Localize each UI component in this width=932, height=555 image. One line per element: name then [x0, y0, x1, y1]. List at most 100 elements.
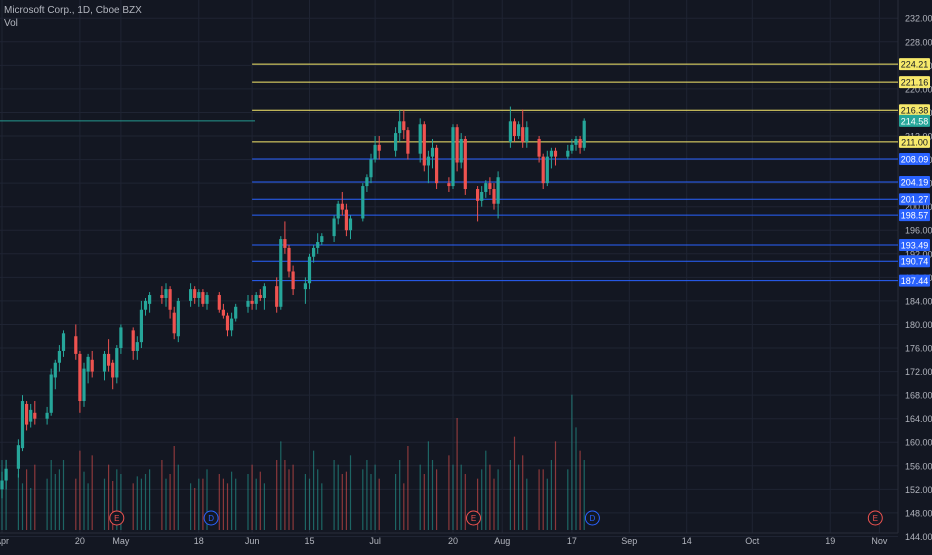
candle-body[interactable] — [447, 183, 451, 187]
candle-body[interactable] — [148, 295, 152, 304]
candle-body[interactable] — [406, 130, 410, 154]
dividend-event-marker[interactable] — [203, 510, 219, 526]
candle-body[interactable] — [307, 256, 312, 284]
candle-body[interactable] — [86, 356, 90, 372]
candle-body[interactable] — [422, 124, 426, 166]
candle-body[interactable] — [33, 412, 37, 419]
candle-body[interactable] — [365, 177, 369, 187]
candle-body[interactable] — [348, 218, 353, 231]
candle-body[interactable] — [435, 147, 439, 184]
candle-body[interactable] — [119, 327, 123, 349]
candle-body[interactable] — [49, 374, 53, 413]
candle-body[interactable] — [45, 412, 49, 419]
candle-body[interactable] — [168, 289, 172, 310]
candle-body[interactable] — [537, 138, 541, 157]
dividend-event-marker[interactable] — [584, 510, 600, 526]
candle-body[interactable] — [221, 309, 225, 316]
candle-body[interactable] — [230, 318, 234, 331]
candle-body[interactable] — [275, 286, 279, 307]
candle-body[interactable] — [217, 295, 221, 310]
candle-body[interactable] — [74, 336, 78, 354]
candle-body[interactable] — [361, 186, 365, 219]
candle-body[interactable] — [246, 300, 250, 307]
candle-body[interactable] — [455, 127, 459, 163]
candle-body[interactable] — [201, 292, 205, 304]
candle-body[interactable] — [570, 144, 574, 151]
candle-body[interactable] — [373, 144, 377, 160]
candle-body[interactable] — [250, 300, 254, 304]
candle-body[interactable] — [463, 138, 467, 190]
candle-body[interactable] — [283, 239, 287, 248]
candle-body[interactable] — [61, 333, 66, 351]
candle-body[interactable] — [484, 183, 488, 192]
candle-body[interactable] — [102, 353, 107, 372]
candle-body[interactable] — [189, 289, 193, 301]
candle-body[interactable] — [262, 286, 266, 298]
candle-body[interactable] — [512, 121, 517, 137]
candle-body[interactable] — [258, 295, 262, 298]
candle-body[interactable] — [430, 147, 435, 157]
candle-body[interactable] — [340, 203, 344, 210]
candle-body[interactable] — [492, 189, 496, 204]
candle-body[interactable] — [279, 239, 283, 307]
candle-body[interactable] — [394, 133, 398, 151]
candle-body[interactable] — [316, 242, 320, 248]
candle-body[interactable] — [53, 362, 57, 378]
candle-body[interactable] — [131, 330, 135, 351]
candle-body[interactable] — [521, 127, 525, 142]
candle-body[interactable] — [312, 247, 316, 257]
candle-body[interactable] — [480, 191, 484, 201]
candle-body[interactable] — [578, 138, 582, 148]
candle-body[interactable] — [418, 124, 422, 154]
candle-body[interactable] — [476, 189, 480, 201]
candle-body[interactable] — [139, 309, 143, 343]
candle-body[interactable] — [4, 468, 8, 481]
candle-body[interactable] — [303, 283, 307, 290]
candle-body[interactable] — [344, 209, 348, 231]
candle-body[interactable] — [332, 218, 336, 237]
candle-body[interactable] — [574, 138, 578, 145]
candle-body[interactable] — [566, 150, 570, 157]
candle-body[interactable] — [25, 403, 29, 425]
candle-body[interactable] — [508, 121, 512, 142]
candle-body[interactable] — [143, 300, 148, 310]
candle-body[interactable] — [459, 138, 463, 163]
candle-body[interactable] — [426, 156, 430, 166]
candle-body[interactable] — [234, 306, 238, 319]
candle-body[interactable] — [111, 362, 115, 378]
candle-body[interactable] — [225, 315, 230, 331]
candle-body[interactable] — [517, 124, 521, 137]
candle-body[interactable] — [541, 156, 545, 184]
candle-body[interactable] — [582, 120, 586, 148]
candle-body[interactable] — [16, 445, 20, 469]
candle-body[interactable] — [29, 409, 33, 422]
candle-body[interactable] — [254, 295, 258, 304]
candle-body[interactable] — [197, 292, 201, 298]
candle-body[interactable] — [402, 121, 406, 131]
candle-body[interactable] — [135, 342, 139, 351]
candle-body[interactable] — [205, 295, 209, 304]
candle-body[interactable] — [193, 289, 197, 298]
candle-body[interactable] — [90, 359, 94, 372]
candle-body[interactable] — [78, 353, 82, 402]
candle-body[interactable] — [172, 312, 176, 334]
candle-body[interactable] — [549, 150, 553, 157]
candle-body[interactable] — [176, 300, 180, 337]
candle-body[interactable] — [57, 350, 61, 363]
earnings-event-marker[interactable] — [867, 510, 883, 526]
earnings-event-marker[interactable] — [466, 510, 481, 526]
candle-body[interactable] — [553, 150, 558, 157]
candle-body[interactable] — [336, 203, 340, 219]
earnings-event-marker[interactable] — [109, 510, 125, 526]
candle-body[interactable] — [0, 480, 4, 490]
candle-body[interactable] — [451, 127, 455, 187]
candle-body[interactable] — [525, 127, 529, 142]
candle-body[interactable] — [115, 348, 119, 378]
candle-body[interactable] — [377, 144, 381, 151]
candle-body[interactable] — [107, 353, 111, 366]
candle-body[interactable] — [545, 156, 549, 184]
candle-body[interactable] — [496, 177, 500, 204]
candle-body[interactable] — [160, 295, 164, 298]
candle-body[interactable] — [398, 121, 402, 134]
